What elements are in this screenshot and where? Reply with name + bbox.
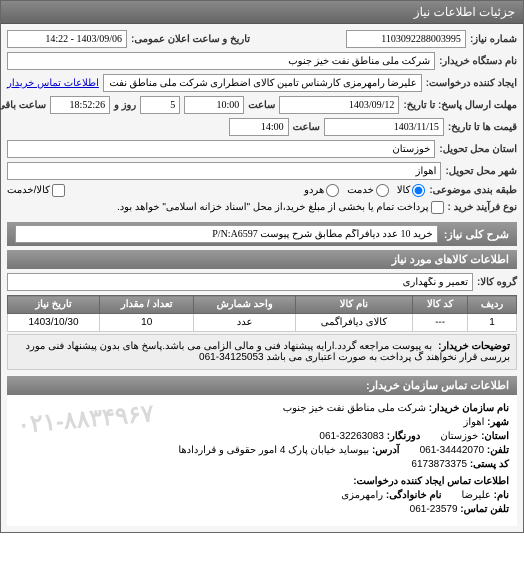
price-validity-label: قیمت ها تا تاریخ: [448, 122, 517, 133]
radio-service-label: خدمت [347, 185, 374, 196]
notes-box: توضیحات خریدار: به پیوست مراجعه گردد.ارا… [7, 334, 517, 370]
cell-name: کالای دیافراگمی [295, 314, 412, 332]
radio-service[interactable] [376, 184, 389, 197]
fax-value: 32263083-061 [319, 431, 384, 442]
price-validity-date-input[interactable] [324, 118, 444, 136]
city-value: اهواز [464, 417, 485, 428]
notes-label: توضیحات خریدار: [438, 341, 510, 352]
phone-label: تلفن: [487, 445, 509, 456]
table-row[interactable]: 1 --- کالای دیافراگمی عدد 10 1403/10/30 [8, 314, 517, 332]
lastname-label: نام خانوادگی: [386, 490, 442, 501]
contact-section-title: اطلاعات تماس سازمان خریدار: [7, 376, 517, 395]
remaining-label: ساعت باقی مانده [0, 100, 46, 111]
deadline-time-input[interactable] [184, 96, 244, 114]
city-label: شهر: [487, 417, 509, 428]
org-label: نام سازمان خریدار: [429, 403, 509, 414]
number-input[interactable] [346, 30, 466, 48]
phone-value: 34442070-061 [420, 445, 485, 456]
days-remaining-input[interactable] [140, 96, 180, 114]
radio-goods[interactable] [412, 184, 425, 197]
group-input[interactable] [7, 273, 473, 291]
panel-title: جزئیات اطلاعات نیاز [1, 1, 523, 24]
col-index: ردیف [468, 296, 517, 314]
buyer-label: نام دستگاه خریدار: [439, 56, 517, 67]
time-label-2: ساعت [293, 122, 320, 133]
delivery-state-input[interactable] [7, 140, 435, 158]
col-unit: واحد شمارش [194, 296, 295, 314]
datetime-input[interactable] [7, 30, 127, 48]
delivery-city-input[interactable] [7, 162, 441, 180]
contact-link[interactable]: اطلاعات تماس خریدار [7, 78, 99, 89]
goods-service-checkbox[interactable] [52, 184, 65, 197]
goods-service-checkbox-label: کالا/خدمت [7, 185, 50, 196]
fax-label: دورنگار: [387, 431, 421, 442]
req-contact-title: اطلاعات تماس ایجاد کننده درخواست: [15, 476, 509, 487]
name-value: علیرضا [462, 490, 491, 501]
process-checkbox-item[interactable]: پرداخت تمام یا بخشی از مبلغ خرید،از محل … [117, 201, 444, 214]
cell-code: --- [413, 314, 468, 332]
cell-unit: عدد [194, 314, 295, 332]
radio-goods-label: کالا [397, 185, 411, 196]
postal-label: کد پستی: [470, 459, 509, 470]
cell-qty: 10 [99, 314, 194, 332]
delivery-state-label: استان محل تحویل: [439, 144, 517, 155]
desc-input[interactable] [15, 225, 438, 243]
radio-both[interactable] [326, 184, 339, 197]
radio-both-label: هردو [304, 185, 324, 196]
deadline-date-input[interactable] [279, 96, 399, 114]
state-label: استان: [481, 431, 509, 442]
remaining-time-input[interactable] [50, 96, 110, 114]
process-label: نوع فرآیند خرید : [448, 202, 517, 213]
requester-label: ایجاد کننده درخواست: [426, 78, 517, 89]
postal-value: 6173873375 [411, 459, 467, 470]
lastname-value: رامهرمزی [341, 490, 383, 501]
col-qty: تعداد / مقدار [99, 296, 194, 314]
category-radio-group: کالا خدمت هردو [304, 184, 425, 197]
process-checkbox[interactable] [431, 201, 444, 214]
goods-service-checkbox-item[interactable]: کالا/خدمت [7, 184, 65, 197]
number-label: شماره نیاز: [470, 34, 517, 45]
desc-label: شرح کلی نیاز: [444, 228, 509, 241]
deadline-label: مهلت ارسال پاسخ: تا تاریخ: [403, 100, 517, 111]
table-header-row: ردیف کد کالا نام کالا واحد شمارش تعداد /… [8, 296, 517, 314]
col-code: کد کالا [413, 296, 468, 314]
requester-input[interactable] [103, 74, 422, 92]
delivery-city-label: شهر محل تحویل: [445, 166, 517, 177]
day-label: روز و [114, 100, 136, 111]
goods-table: ردیف کد کالا نام کالا واحد شمارش تعداد /… [7, 295, 517, 332]
price-validity-time-input[interactable] [229, 118, 289, 136]
group-label: گروه کالا: [477, 277, 517, 288]
goods-section-title: اطلاعات کالاهای مورد نیاز [7, 250, 517, 269]
col-name: نام کالا [295, 296, 412, 314]
radio-service-item[interactable]: خدمت [347, 184, 389, 197]
address-value: بیوساید خیابان پارک 4 امور حقوقی و قرارد… [178, 445, 369, 456]
col-date: تاریخ نیاز [8, 296, 100, 314]
contact-section: ۰۲۱-۸۸۳۴۹۶۷ نام سازمان خریدار: شرکت ملی … [7, 395, 517, 526]
contact-phone-value: 23579-061 [410, 504, 458, 515]
datetime-label: تاریخ و ساعت اعلان عمومی: [131, 34, 250, 45]
name-label: نام: [494, 490, 509, 501]
buyer-input[interactable] [7, 52, 435, 70]
contact-phone-label: تلفن تماس: [460, 504, 509, 515]
org-value: شرکت ملی مناطق نفت خیز جنوب [283, 403, 426, 414]
category-label: طبقه بندی موضوعی: [429, 185, 517, 196]
state-value: خوزستان [440, 431, 478, 442]
cell-date: 1403/10/30 [8, 314, 100, 332]
process-note: پرداخت تمام یا بخشی از مبلغ خرید،از محل … [117, 202, 429, 213]
address-label: آدرس: [372, 445, 400, 456]
time-label-1: ساعت [248, 100, 275, 111]
radio-goods-item[interactable]: کالا [397, 184, 426, 197]
cell-index: 1 [468, 314, 517, 332]
radio-both-item[interactable]: هردو [304, 184, 339, 197]
